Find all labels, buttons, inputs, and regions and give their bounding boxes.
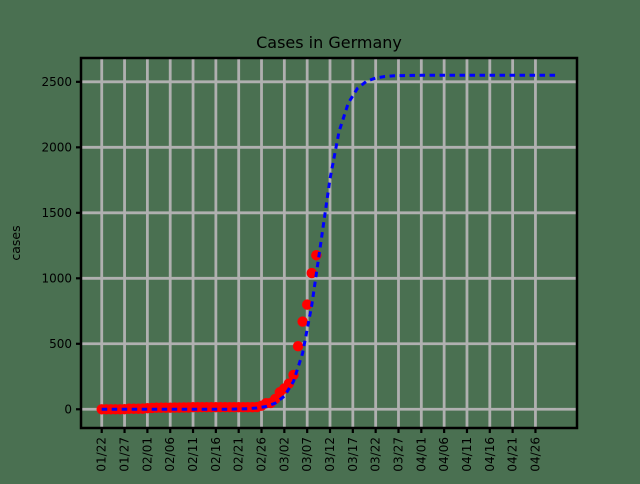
- x-tick-label: 04/21: [506, 437, 520, 472]
- x-tick-label: 02/26: [255, 437, 269, 472]
- tick-label-layer: 01/22 01/27 02/01 02/06 02/11 02/16 02/21 02/26…: [41, 75, 542, 472]
- x-tick-label: 04/11: [460, 437, 474, 472]
- observed-data-point: [297, 316, 308, 327]
- fit-curve-line: [101, 73, 559, 411]
- y-tick-label: 0: [64, 402, 72, 416]
- x-tick-label: 02/16: [209, 437, 223, 472]
- y-tick-label: 2500: [41, 75, 72, 89]
- tick-layer: [76, 80, 537, 433]
- y-tick-label: 1500: [41, 206, 72, 220]
- x-tick-label: 04/26: [528, 437, 542, 472]
- x-tick-label: 03/02: [277, 437, 291, 472]
- grid-layer: [81, 58, 577, 428]
- x-tick-label: 04/06: [437, 437, 451, 472]
- x-tick-label: 03/17: [346, 437, 360, 472]
- x-tick-label: 03/27: [391, 437, 405, 472]
- y-tick-label: 500: [49, 337, 72, 351]
- x-tick-label: 01/22: [95, 437, 109, 472]
- observed-data-point: [283, 378, 295, 389]
- x-tick-label: 03/07: [300, 437, 314, 472]
- x-tick-label: 02/06: [163, 437, 177, 472]
- chart-title: Cases in Germany: [256, 33, 402, 52]
- x-tick-label: 02/11: [186, 437, 200, 472]
- series-layer: [96, 73, 559, 415]
- y-tick-label: 2000: [41, 140, 72, 154]
- x-tick-label: 03/12: [323, 437, 337, 472]
- x-tick-label: 02/01: [140, 437, 154, 472]
- x-tick-label: 03/22: [369, 437, 383, 472]
- x-tick-label: 02/21: [232, 437, 246, 472]
- observed-data-point: [301, 299, 313, 310]
- x-tick-label: 01/27: [118, 437, 132, 472]
- observed-data-point: [292, 340, 304, 352]
- observed-data-point: [306, 267, 317, 279]
- x-tick-label: 04/01: [414, 437, 428, 472]
- x-tick-label: 04/16: [483, 437, 497, 472]
- y-axis-label: cases: [8, 225, 23, 260]
- y-tick-label: 1000: [41, 271, 72, 285]
